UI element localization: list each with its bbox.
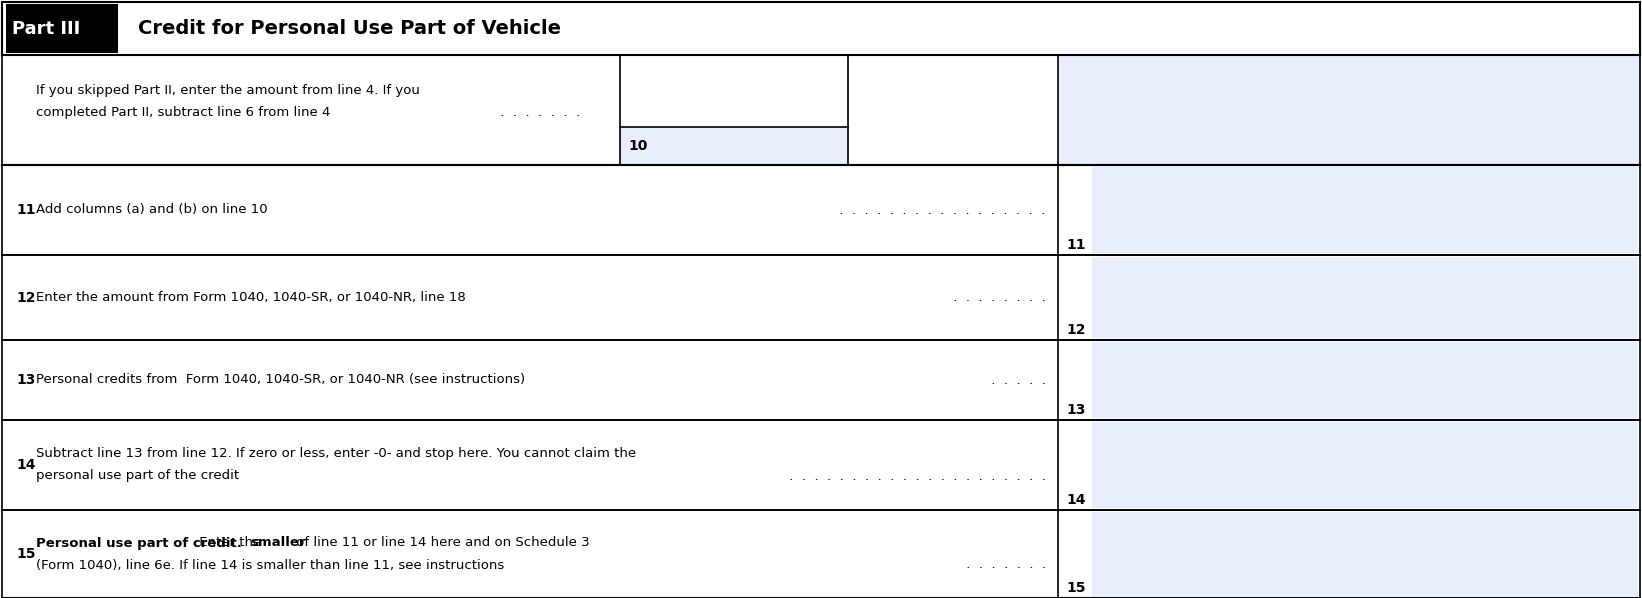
Bar (1092, 512, 1639, 596)
Text: 12: 12 (1066, 323, 1085, 337)
Bar (621, 127, 847, 165)
Bar (7, 4, 118, 53)
Text: 11: 11 (16, 203, 36, 217)
Bar (1092, 342, 1639, 418)
Text: .  .  .  .  .  .  .  .: . . . . . . . . (949, 291, 1049, 304)
Bar (1092, 422, 1639, 508)
Text: Personal use part of credit.: Personal use part of credit. (36, 536, 241, 550)
Text: 15: 15 (16, 547, 36, 561)
Text: 14: 14 (1066, 493, 1085, 507)
Text: of line 11 or line 14 here and on Schedule 3: of line 11 or line 14 here and on Schedu… (292, 536, 589, 550)
Text: 15: 15 (1066, 581, 1085, 595)
Text: .  .  .  .  .  .  .: . . . . . . . (962, 559, 1049, 572)
Text: 11: 11 (1066, 238, 1085, 252)
Text: 10: 10 (627, 139, 647, 153)
Text: Subtract line 13 from line 12. If zero or less, enter -0- and stop here. You can: Subtract line 13 from line 12. If zero o… (36, 447, 635, 460)
Bar (1092, 257, 1639, 338)
Text: .  .  .  .  .  .  .: . . . . . . . (496, 106, 585, 118)
Text: .  .  .  .  .  .  .  .  .  .  .  .  .  .  .  .  .  .  .  .  .: . . . . . . . . . . . . . . . . . . . . … (785, 469, 1049, 483)
Text: Add columns (a) and (b) on line 10: Add columns (a) and (b) on line 10 (36, 203, 268, 216)
Text: Enter the: Enter the (195, 536, 266, 550)
Text: 13: 13 (1066, 403, 1085, 417)
Text: 13: 13 (16, 373, 36, 387)
Text: 12: 12 (16, 291, 36, 304)
Text: personal use part of the credit: personal use part of the credit (36, 469, 240, 483)
Bar (1057, 55, 1640, 165)
Text: If you skipped Part II, enter the amount from line 4. If you: If you skipped Part II, enter the amount… (36, 84, 420, 97)
Bar (1092, 167, 1639, 253)
Text: Credit for Personal Use Part of Vehicle: Credit for Personal Use Part of Vehicle (138, 19, 562, 38)
Text: smaller: smaller (251, 536, 305, 550)
Text: Part III: Part III (11, 20, 80, 38)
Text: 14: 14 (16, 458, 36, 472)
Text: Personal credits from  Form 1040, 1040-SR, or 1040-NR (see instructions): Personal credits from Form 1040, 1040-SR… (36, 374, 525, 386)
Text: .  .  .  .  .  .  .  .  .  .  .  .  .  .  .  .  .: . . . . . . . . . . . . . . . . . (836, 203, 1049, 216)
Text: .  .  .  .  .: . . . . . (987, 374, 1049, 386)
Text: completed Part II, subtract line 6 from line 4: completed Part II, subtract line 6 from … (36, 106, 330, 118)
Text: (Form 1040), line 6e. If line 14 is smaller than line 11, see instructions: (Form 1040), line 6e. If line 14 is smal… (36, 559, 504, 572)
Text: Enter the amount from Form 1040, 1040-SR, or 1040-NR, line 18: Enter the amount from Form 1040, 1040-SR… (36, 291, 466, 304)
